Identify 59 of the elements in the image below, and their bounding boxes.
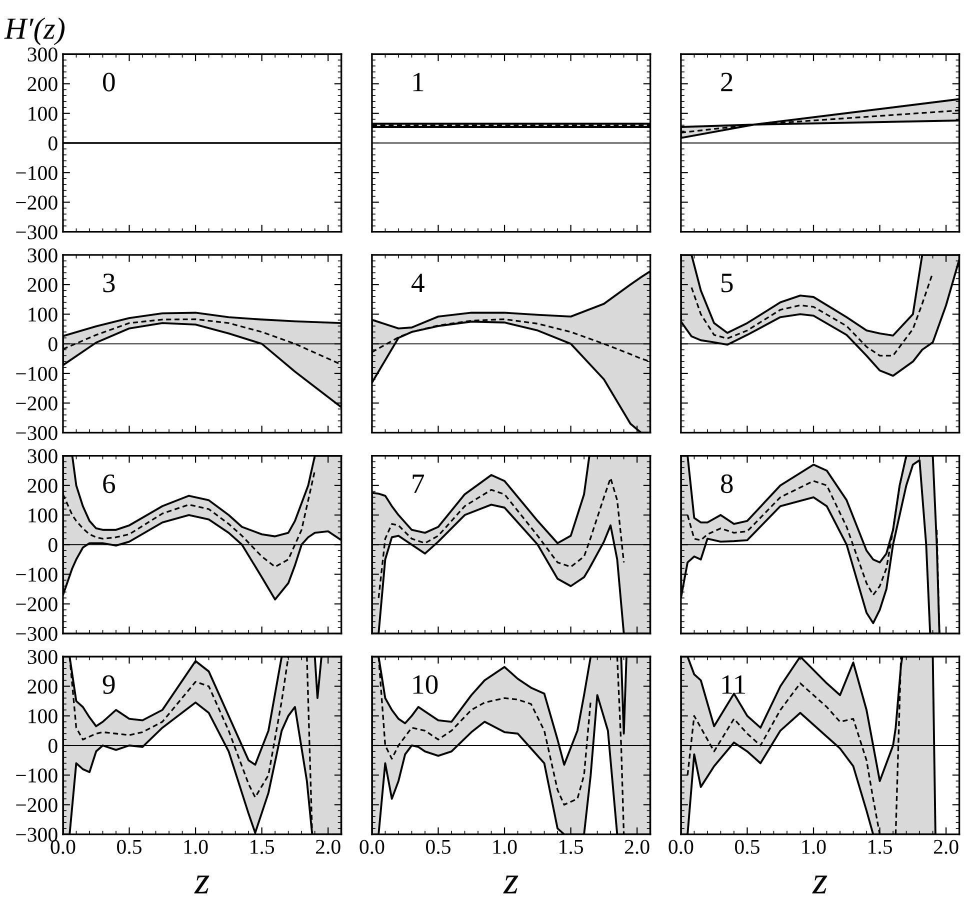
x-tick-label: 2.0: [934, 840, 958, 854]
x-tick-label: 1.0: [493, 840, 517, 854]
y-tick-label: −200: [16, 396, 58, 410]
y-tick-label: 0: [48, 136, 58, 150]
x-tick-label: 0.0: [360, 840, 384, 854]
x-tick-label: 1.5: [560, 840, 584, 854]
annotation: 8: [720, 474, 733, 494]
y-tick-label: −300: [16, 626, 58, 641]
x-tick-label: 1.5: [868, 840, 892, 854]
y-tick-label: −300: [16, 225, 58, 240]
annotation: 1: [413, 72, 424, 92]
y-axis-title: H′(z): [4, 18, 65, 46]
x-tick-label: 0.0: [50, 840, 76, 854]
annotation: 3: [103, 274, 115, 292]
y-tick-label: −300: [16, 426, 58, 440]
annotation: 6: [103, 474, 116, 494]
y-tick-label: 200: [28, 478, 58, 493]
y-tick-label: 300: [28, 650, 58, 664]
y-tick-label: −100: [16, 568, 58, 582]
x-tick-label: 2.0: [316, 840, 340, 854]
annotation: 9: [102, 675, 115, 694]
y-tick-label: −200: [16, 798, 58, 812]
x-axis-title: z: [503, 876, 518, 894]
x-axis-title: z: [194, 876, 210, 894]
x-tick-label: 1.0: [184, 840, 208, 854]
annotation: 2: [721, 72, 732, 92]
x-tick-label: 0.5: [117, 840, 142, 854]
y-tick-label: 200: [28, 680, 58, 694]
annotation: 4: [411, 274, 424, 292]
y-tick-label: 200: [28, 278, 58, 292]
x-tick-label: 1.5: [250, 840, 274, 854]
y-tick-label: 100: [28, 709, 58, 724]
annotation: 11: [722, 675, 745, 694]
y-tick-label: −200: [16, 196, 58, 210]
annotation: 7: [412, 474, 424, 493]
annotation: 5: [722, 274, 733, 292]
y-tick-label: 0: [48, 337, 58, 352]
x-axis-title: z: [812, 876, 828, 894]
x-tick-label: 1.0: [802, 840, 826, 854]
y-tick-label: 100: [28, 106, 58, 121]
y-tick-label: −300: [16, 828, 58, 842]
x-tick-label: 2.0: [624, 840, 650, 854]
x-tick-label: 0.0: [668, 840, 694, 854]
y-tick-label: 300: [28, 47, 58, 62]
y-tick-label: −100: [16, 166, 58, 180]
y-tick-label: 0: [48, 538, 58, 552]
y-tick-label: −100: [16, 768, 58, 783]
y-tick-label: 100: [28, 508, 58, 522]
annotation: 10: [413, 675, 438, 694]
y-tick-label: 0: [48, 738, 58, 753]
x-tick-label: 0.5: [426, 840, 450, 854]
y-tick-label: 300: [28, 248, 58, 262]
annotation: 0: [103, 72, 115, 92]
y-tick-label: 100: [28, 308, 58, 322]
y-tick-label: −100: [16, 366, 58, 381]
y-tick-label: 200: [28, 77, 58, 92]
y-tick-label: −200: [16, 597, 58, 612]
y-tick-label: 300: [28, 449, 58, 464]
x-tick-label: 0.5: [735, 840, 760, 854]
